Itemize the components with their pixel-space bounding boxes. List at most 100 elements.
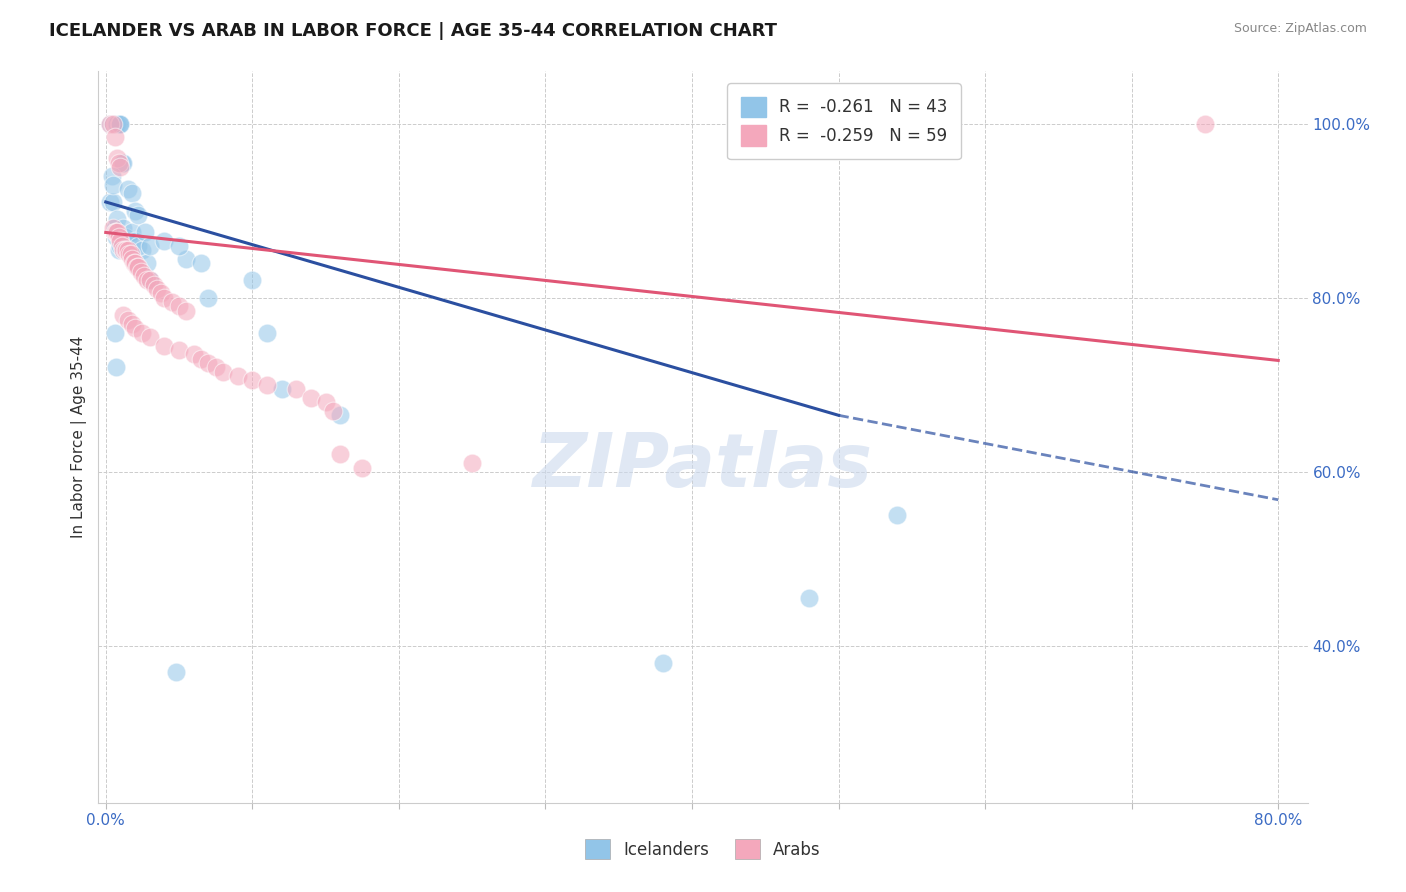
Point	[135, 273, 157, 287]
Point	[131, 326, 153, 340]
Point	[256, 377, 278, 392]
Point	[131, 243, 153, 257]
Point	[461, 456, 484, 470]
Point	[127, 260, 149, 275]
Point	[121, 317, 143, 331]
Point	[167, 300, 190, 314]
Text: ICELANDER VS ARAB IN LABOR FORCE | AGE 35-44 CORRELATION CHART: ICELANDER VS ARAB IN LABOR FORCE | AGE 3…	[49, 22, 778, 40]
Point	[127, 238, 149, 252]
Point	[101, 178, 124, 192]
Point	[138, 273, 160, 287]
Point	[125, 260, 148, 275]
Point	[197, 356, 219, 370]
Point	[240, 374, 263, 388]
Point	[160, 295, 183, 310]
Point	[134, 226, 156, 240]
Point	[212, 365, 235, 379]
Point	[153, 338, 176, 352]
Point	[110, 117, 132, 131]
Point	[121, 252, 143, 266]
Point	[146, 282, 169, 296]
Point	[103, 129, 125, 144]
Point	[329, 409, 352, 423]
Text: Source: ZipAtlas.com: Source: ZipAtlas.com	[1233, 22, 1367, 36]
Point	[114, 229, 136, 244]
Point	[138, 273, 160, 287]
Point	[100, 117, 122, 131]
Point	[107, 212, 129, 227]
Point	[103, 326, 125, 340]
Point	[127, 208, 149, 222]
Point	[110, 234, 132, 248]
Point	[132, 268, 155, 283]
Point	[190, 351, 212, 366]
Point	[112, 221, 135, 235]
Point	[329, 448, 352, 462]
Point	[112, 156, 135, 170]
Point	[256, 326, 278, 340]
Point	[98, 194, 121, 209]
Point	[108, 229, 131, 244]
Point	[108, 243, 131, 257]
Point	[103, 221, 125, 235]
Point	[117, 243, 139, 257]
Point	[135, 256, 157, 270]
Point	[117, 182, 139, 196]
Point	[121, 186, 143, 201]
Point	[138, 330, 160, 344]
Point	[886, 508, 908, 523]
Point	[105, 226, 128, 240]
Point	[101, 117, 124, 131]
Point	[120, 247, 142, 261]
Point	[352, 460, 374, 475]
Point	[117, 234, 139, 248]
Point	[101, 117, 124, 131]
Point	[105, 229, 128, 244]
Point	[122, 256, 145, 270]
Point	[108, 156, 131, 170]
Point	[103, 117, 125, 131]
Point	[107, 117, 129, 131]
Point	[226, 369, 249, 384]
Point	[176, 303, 198, 318]
Point	[167, 343, 190, 357]
Point	[110, 238, 132, 252]
Point	[124, 321, 146, 335]
Point	[124, 234, 146, 248]
Point	[799, 591, 821, 606]
Point	[138, 238, 160, 252]
Point	[315, 395, 337, 409]
Point	[124, 203, 146, 218]
Point	[101, 194, 124, 209]
Point	[112, 308, 135, 322]
Point	[114, 243, 136, 257]
Point	[100, 169, 122, 183]
Point	[197, 291, 219, 305]
Point	[105, 117, 128, 131]
Point	[121, 226, 143, 240]
Legend: Icelanders, Arabs: Icelanders, Arabs	[576, 830, 830, 868]
Point	[107, 226, 129, 240]
Text: ZIPatlas: ZIPatlas	[533, 430, 873, 503]
Point	[1194, 117, 1216, 131]
Point	[110, 160, 132, 174]
Point	[105, 117, 128, 131]
Point	[108, 117, 131, 131]
Point	[107, 152, 129, 166]
Point	[105, 360, 128, 375]
Point	[651, 657, 673, 671]
Point	[117, 312, 139, 326]
Point	[98, 117, 121, 131]
Point	[111, 238, 134, 252]
Point	[183, 347, 205, 361]
Point	[101, 221, 124, 235]
Point	[270, 382, 292, 396]
Point	[153, 291, 176, 305]
Point	[110, 229, 132, 244]
Point	[285, 382, 308, 396]
Point	[167, 238, 190, 252]
Point	[124, 256, 146, 270]
Point	[110, 117, 132, 131]
Point	[112, 243, 135, 257]
Point	[143, 277, 166, 292]
